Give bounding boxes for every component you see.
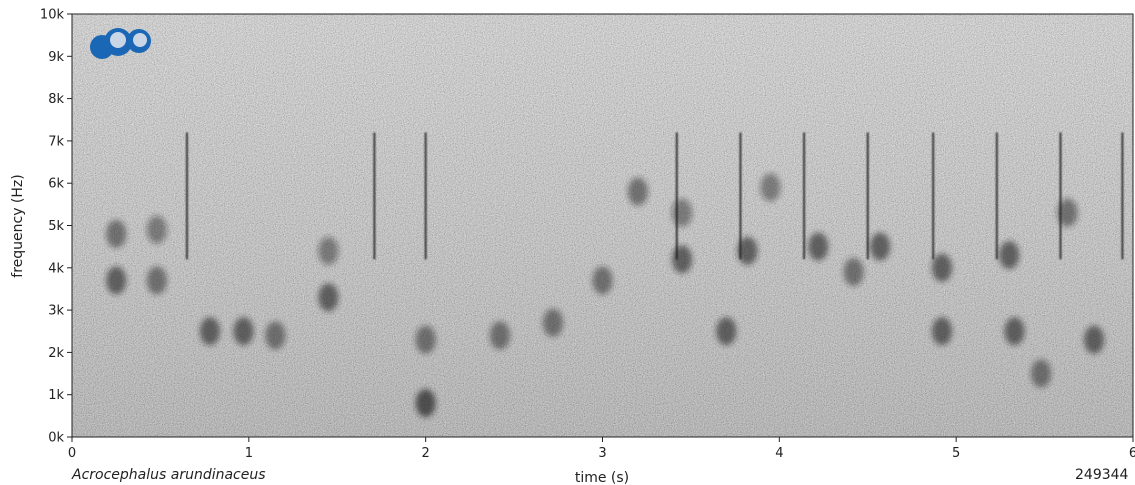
y-tick-label: 9k [48, 50, 64, 65]
y-tick-label: 0k [48, 431, 64, 446]
y-tick-label: 6k [48, 177, 64, 192]
energy-blob [672, 245, 693, 274]
energy-blob [592, 266, 613, 295]
x-tick-label: 4 [775, 446, 783, 461]
energy-blob [318, 236, 339, 265]
catalog-number: 249344 [1075, 467, 1129, 483]
energy-blob [999, 241, 1020, 270]
energy-blob [1057, 198, 1078, 227]
x-axis: 0 1 2 3 4 5 6 [68, 437, 1135, 461]
y-tick-label: 2k [48, 346, 64, 361]
y-axis-label: frequency (Hz) [10, 174, 26, 277]
energy-blob [542, 308, 563, 337]
energy-blob [106, 219, 127, 248]
energy-blob [1084, 325, 1105, 354]
energy-blob [146, 215, 167, 244]
x-tick-label: 2 [422, 446, 430, 461]
energy-blob [489, 321, 510, 350]
y-tick-label: 3k [48, 304, 64, 319]
y-tick-label: 1k [48, 388, 64, 403]
energy-blob [265, 321, 286, 350]
energy-blob [932, 253, 953, 282]
y-tick-label: 5k [48, 219, 64, 234]
energy-blob [106, 266, 127, 295]
x-axis-label: time (s) [575, 470, 629, 485]
y-axis: 0k 1k 2k 3k 4k 5k 6k 7k 8k 9k 10k [40, 8, 72, 446]
energy-blob [843, 258, 864, 287]
spectrogram-plot-area [72, 14, 1133, 437]
energy-blob [760, 173, 781, 202]
energy-blob [932, 317, 953, 346]
energy-blob [1031, 359, 1052, 388]
energy-blob [146, 266, 167, 295]
energy-blob [415, 325, 436, 354]
x-tick-label: 0 [68, 446, 76, 461]
energy-blob [415, 389, 436, 418]
energy-blob [233, 317, 254, 346]
energy-blob [716, 317, 737, 346]
x-tick-label: 6 [1129, 446, 1135, 461]
energy-blob [318, 283, 339, 312]
x-tick-label: 3 [598, 446, 606, 461]
energy-blob [199, 317, 220, 346]
y-tick-label: 7k [48, 134, 64, 149]
y-tick-label: 8k [48, 92, 64, 107]
x-tick-label: 5 [952, 446, 960, 461]
energy-blob [1004, 317, 1025, 346]
spectrogram-noise [72, 14, 1133, 437]
y-tick-label: 4k [48, 261, 64, 276]
x-tick-label: 1 [245, 446, 253, 461]
species-name: Acrocephalus arundinaceus [72, 467, 266, 483]
y-tick-label: 10k [40, 8, 65, 23]
energy-blob [627, 177, 648, 206]
energy-blob [737, 236, 758, 265]
xeno-canto-logo-icon [90, 28, 151, 59]
energy-blob [672, 198, 693, 227]
energy-blob [870, 232, 891, 261]
energy-blob [808, 232, 829, 261]
